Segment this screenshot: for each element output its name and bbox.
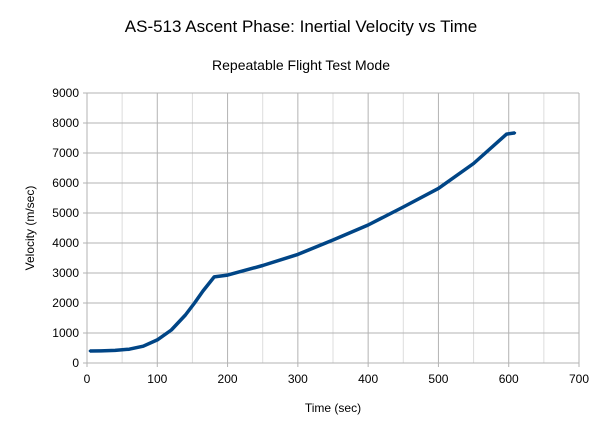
- y-tick-label: 9000: [52, 86, 79, 100]
- data-point: [366, 223, 370, 227]
- data-point: [99, 349, 103, 353]
- data-point: [331, 238, 335, 242]
- data-point: [472, 162, 475, 165]
- data-point: [261, 264, 264, 267]
- x-tick-label: 400: [358, 372, 378, 386]
- x-tick-label: 700: [569, 372, 589, 386]
- x-tick-label: 600: [499, 372, 519, 386]
- y-tick-label: 2000: [52, 296, 79, 310]
- tick-labels: 0 100 200 300 400 500 600 700010002000300040005…: [52, 86, 589, 386]
- series-line: [89, 131, 516, 353]
- data-point: [88, 349, 92, 353]
- data-point: [184, 313, 187, 317]
- y-tick-label: 6000: [52, 176, 79, 190]
- chart-title: AS-513 Ascent Phase: Inertial Velocity v…: [124, 17, 478, 36]
- data-point: [437, 187, 440, 190]
- data-point: [505, 132, 508, 136]
- x-tick-label: 100: [147, 372, 167, 386]
- x-tick-label: 200: [218, 372, 238, 386]
- data-point: [296, 253, 300, 256]
- data-point: [127, 348, 131, 351]
- y-tick-label: 7000: [52, 146, 79, 160]
- x-tick-label: 0: [84, 372, 91, 386]
- y-axis-label: Velocity (m/sec): [23, 186, 37, 271]
- y-tick-label: 3000: [52, 266, 79, 280]
- x-axis-label: Time (sec): [305, 401, 361, 415]
- data-point: [142, 345, 145, 348]
- chart-subtitle: Repeatable Flight Test Mode: [212, 57, 390, 73]
- data-point: [193, 301, 196, 305]
- data-point: [226, 273, 229, 277]
- data-point: [170, 328, 173, 332]
- data-point: [402, 205, 405, 209]
- data-point: [513, 131, 517, 135]
- series-layer: [88, 131, 517, 353]
- x-tick-label: 300: [288, 372, 308, 386]
- data-point: [201, 289, 205, 293]
- y-tick-label: 1000: [52, 326, 79, 340]
- data-point: [213, 275, 216, 279]
- data-point: [113, 349, 117, 352]
- y-tick-label: 0: [72, 356, 79, 370]
- y-tick-label: 8000: [52, 116, 79, 130]
- y-tick-label: 4000: [52, 236, 79, 250]
- data-point: [156, 338, 159, 342]
- x-tick-label: 500: [428, 372, 448, 386]
- y-tick-label: 5000: [52, 206, 79, 220]
- grid: [83, 92, 580, 367]
